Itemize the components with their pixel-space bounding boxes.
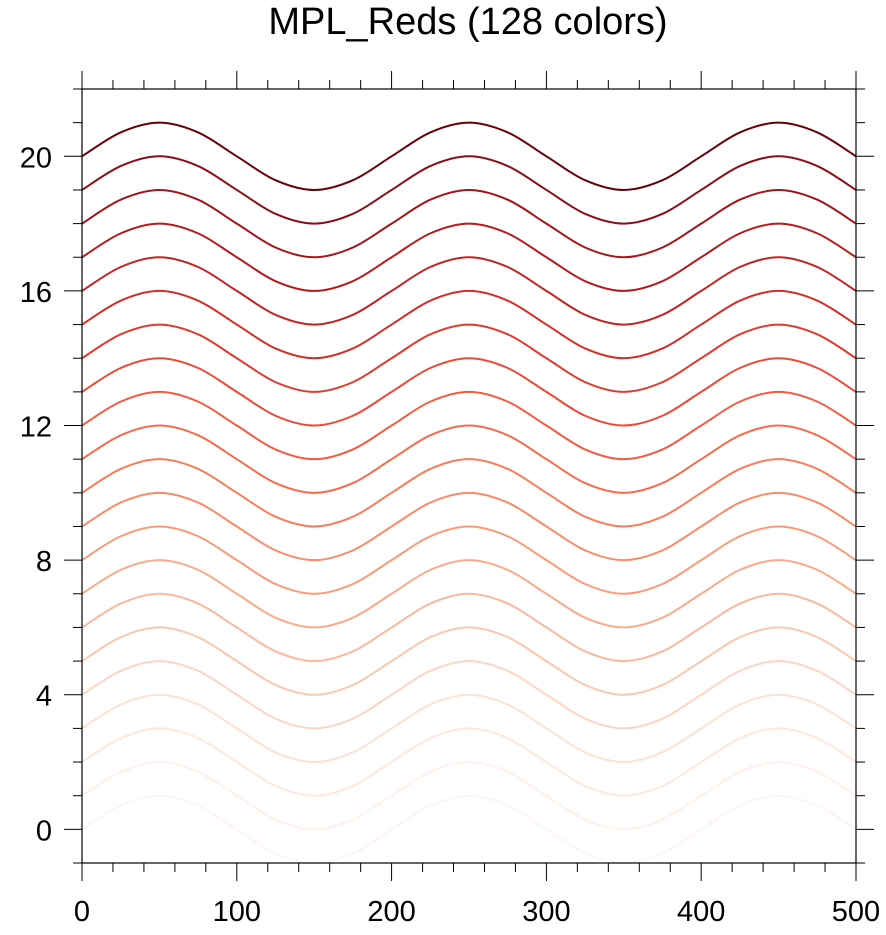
series-line-12 [81, 390, 857, 461]
series-line-19 [81, 155, 857, 225]
series-line-7 [81, 559, 857, 629]
series-line-3 [81, 693, 857, 764]
series-line-10 [81, 458, 857, 528]
y-tick-label: 4 [36, 681, 52, 713]
x-tick-label: 200 [367, 896, 415, 928]
series-line-6 [81, 592, 857, 663]
series-line-1 [81, 761, 857, 831]
series-line-4 [81, 660, 857, 730]
series-line-8 [81, 525, 857, 595]
y-tick-label: 16 [20, 277, 52, 309]
y-tick-label: 8 [36, 546, 52, 578]
series-line-2 [81, 727, 857, 797]
series-line-15 [81, 289, 857, 360]
series-line-14 [81, 323, 857, 393]
x-tick-label: 300 [522, 896, 570, 928]
series-line-18 [81, 188, 857, 259]
series-layer [81, 121, 857, 865]
y-tick-label: 0 [36, 815, 52, 847]
series-line-5 [81, 626, 857, 696]
y-tick-label: 20 [20, 142, 52, 174]
axes-layer: 0 100 200 300 400 500 0 4 8 12 16 20 [20, 71, 880, 928]
series-line-0 [81, 794, 857, 865]
series-line-11 [81, 424, 857, 494]
plot-frame [81, 88, 857, 864]
x-tick-label: 500 [832, 896, 880, 928]
series-line-20 [81, 121, 857, 191]
series-line-17 [81, 222, 857, 292]
chart-title: MPL_Reds (128 colors) [268, 1, 667, 43]
series-line-16 [81, 256, 857, 326]
x-tick-label: 0 [74, 896, 90, 928]
x-tick-label: 100 [213, 896, 261, 928]
y-tick-label: 12 [20, 412, 52, 444]
x-tick-label: 400 [677, 896, 725, 928]
series-line-9 [81, 491, 857, 562]
series-line-13 [81, 357, 857, 427]
